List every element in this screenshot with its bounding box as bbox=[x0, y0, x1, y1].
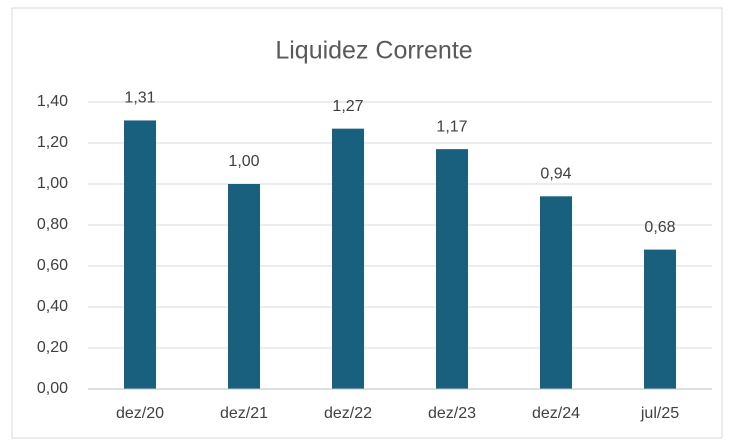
y-tick-label: 0,20 bbox=[37, 339, 68, 356]
bar bbox=[332, 128, 364, 389]
x-tick-label: dez/22 bbox=[324, 405, 372, 422]
y-tick-label: 0,40 bbox=[37, 298, 68, 315]
x-tick-label: dez/20 bbox=[116, 405, 164, 422]
y-tick-label: 0,60 bbox=[37, 257, 68, 274]
bar bbox=[436, 149, 468, 389]
bar bbox=[540, 196, 572, 389]
data-label: 1,31 bbox=[124, 90, 155, 107]
bar bbox=[124, 120, 156, 389]
x-tick-label: dez/23 bbox=[428, 405, 476, 422]
y-tick-label: 1,20 bbox=[37, 134, 68, 151]
chart-title: Liquidez Corrente bbox=[275, 37, 472, 65]
bar bbox=[228, 184, 260, 389]
x-tick-label: jul/25 bbox=[640, 405, 679, 422]
data-label: 0,94 bbox=[540, 166, 571, 183]
chart-frame bbox=[11, 7, 723, 439]
x-tick-label: dez/21 bbox=[220, 405, 268, 422]
data-label: 1,17 bbox=[436, 118, 467, 135]
x-tick-label: dez/24 bbox=[532, 405, 580, 422]
y-tick-label: 1,00 bbox=[37, 175, 68, 192]
data-label: 1,27 bbox=[332, 98, 363, 115]
y-tick-label: 0,00 bbox=[37, 380, 68, 397]
bar bbox=[644, 249, 676, 389]
y-tick-label: 1,40 bbox=[37, 93, 68, 110]
y-tick-label: 0,80 bbox=[37, 216, 68, 233]
data-label: 1,00 bbox=[228, 153, 259, 170]
data-label: 0,68 bbox=[644, 219, 675, 236]
